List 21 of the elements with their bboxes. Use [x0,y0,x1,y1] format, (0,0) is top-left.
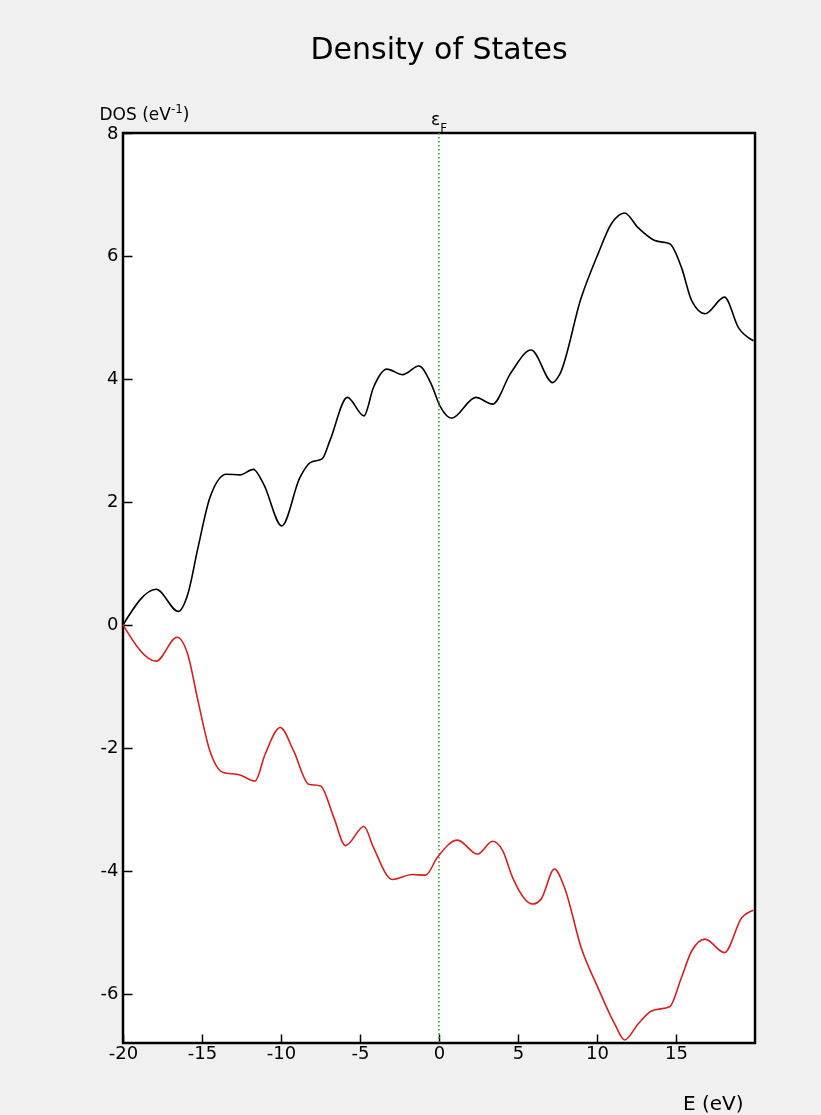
x-tick-label: 10 [586,1041,609,1063]
x-tick-label: -10 [266,1041,297,1063]
y-axis-title: DOS (eV$^{-1}$) [99,101,190,124]
x-tick-label: -15 [187,1041,218,1063]
y-tick-label: 2 [107,490,119,512]
y-tick-label: -2 [100,736,119,758]
y-tick-label: 8 [107,121,119,143]
y-tick-label: -6 [100,982,119,1004]
x-axis-title: E (eV) [682,1090,744,1115]
chart-title: Density of States [310,31,568,66]
ref-line-label: ε$_{F}$ [430,109,448,135]
y-tick-label: -4 [100,859,119,881]
x-tick-label: 0 [433,1041,446,1063]
x-tick-label: -5 [351,1041,370,1063]
y-tick-label: 6 [107,244,119,266]
x-tick-label: 15 [665,1041,688,1063]
x-tick-label: 5 [512,1041,525,1063]
y-tick-label: 0 [107,613,119,635]
line-series [122,624,755,1041]
x-tick-label: -20 [108,1041,139,1063]
y-tick-label: 4 [107,367,119,389]
